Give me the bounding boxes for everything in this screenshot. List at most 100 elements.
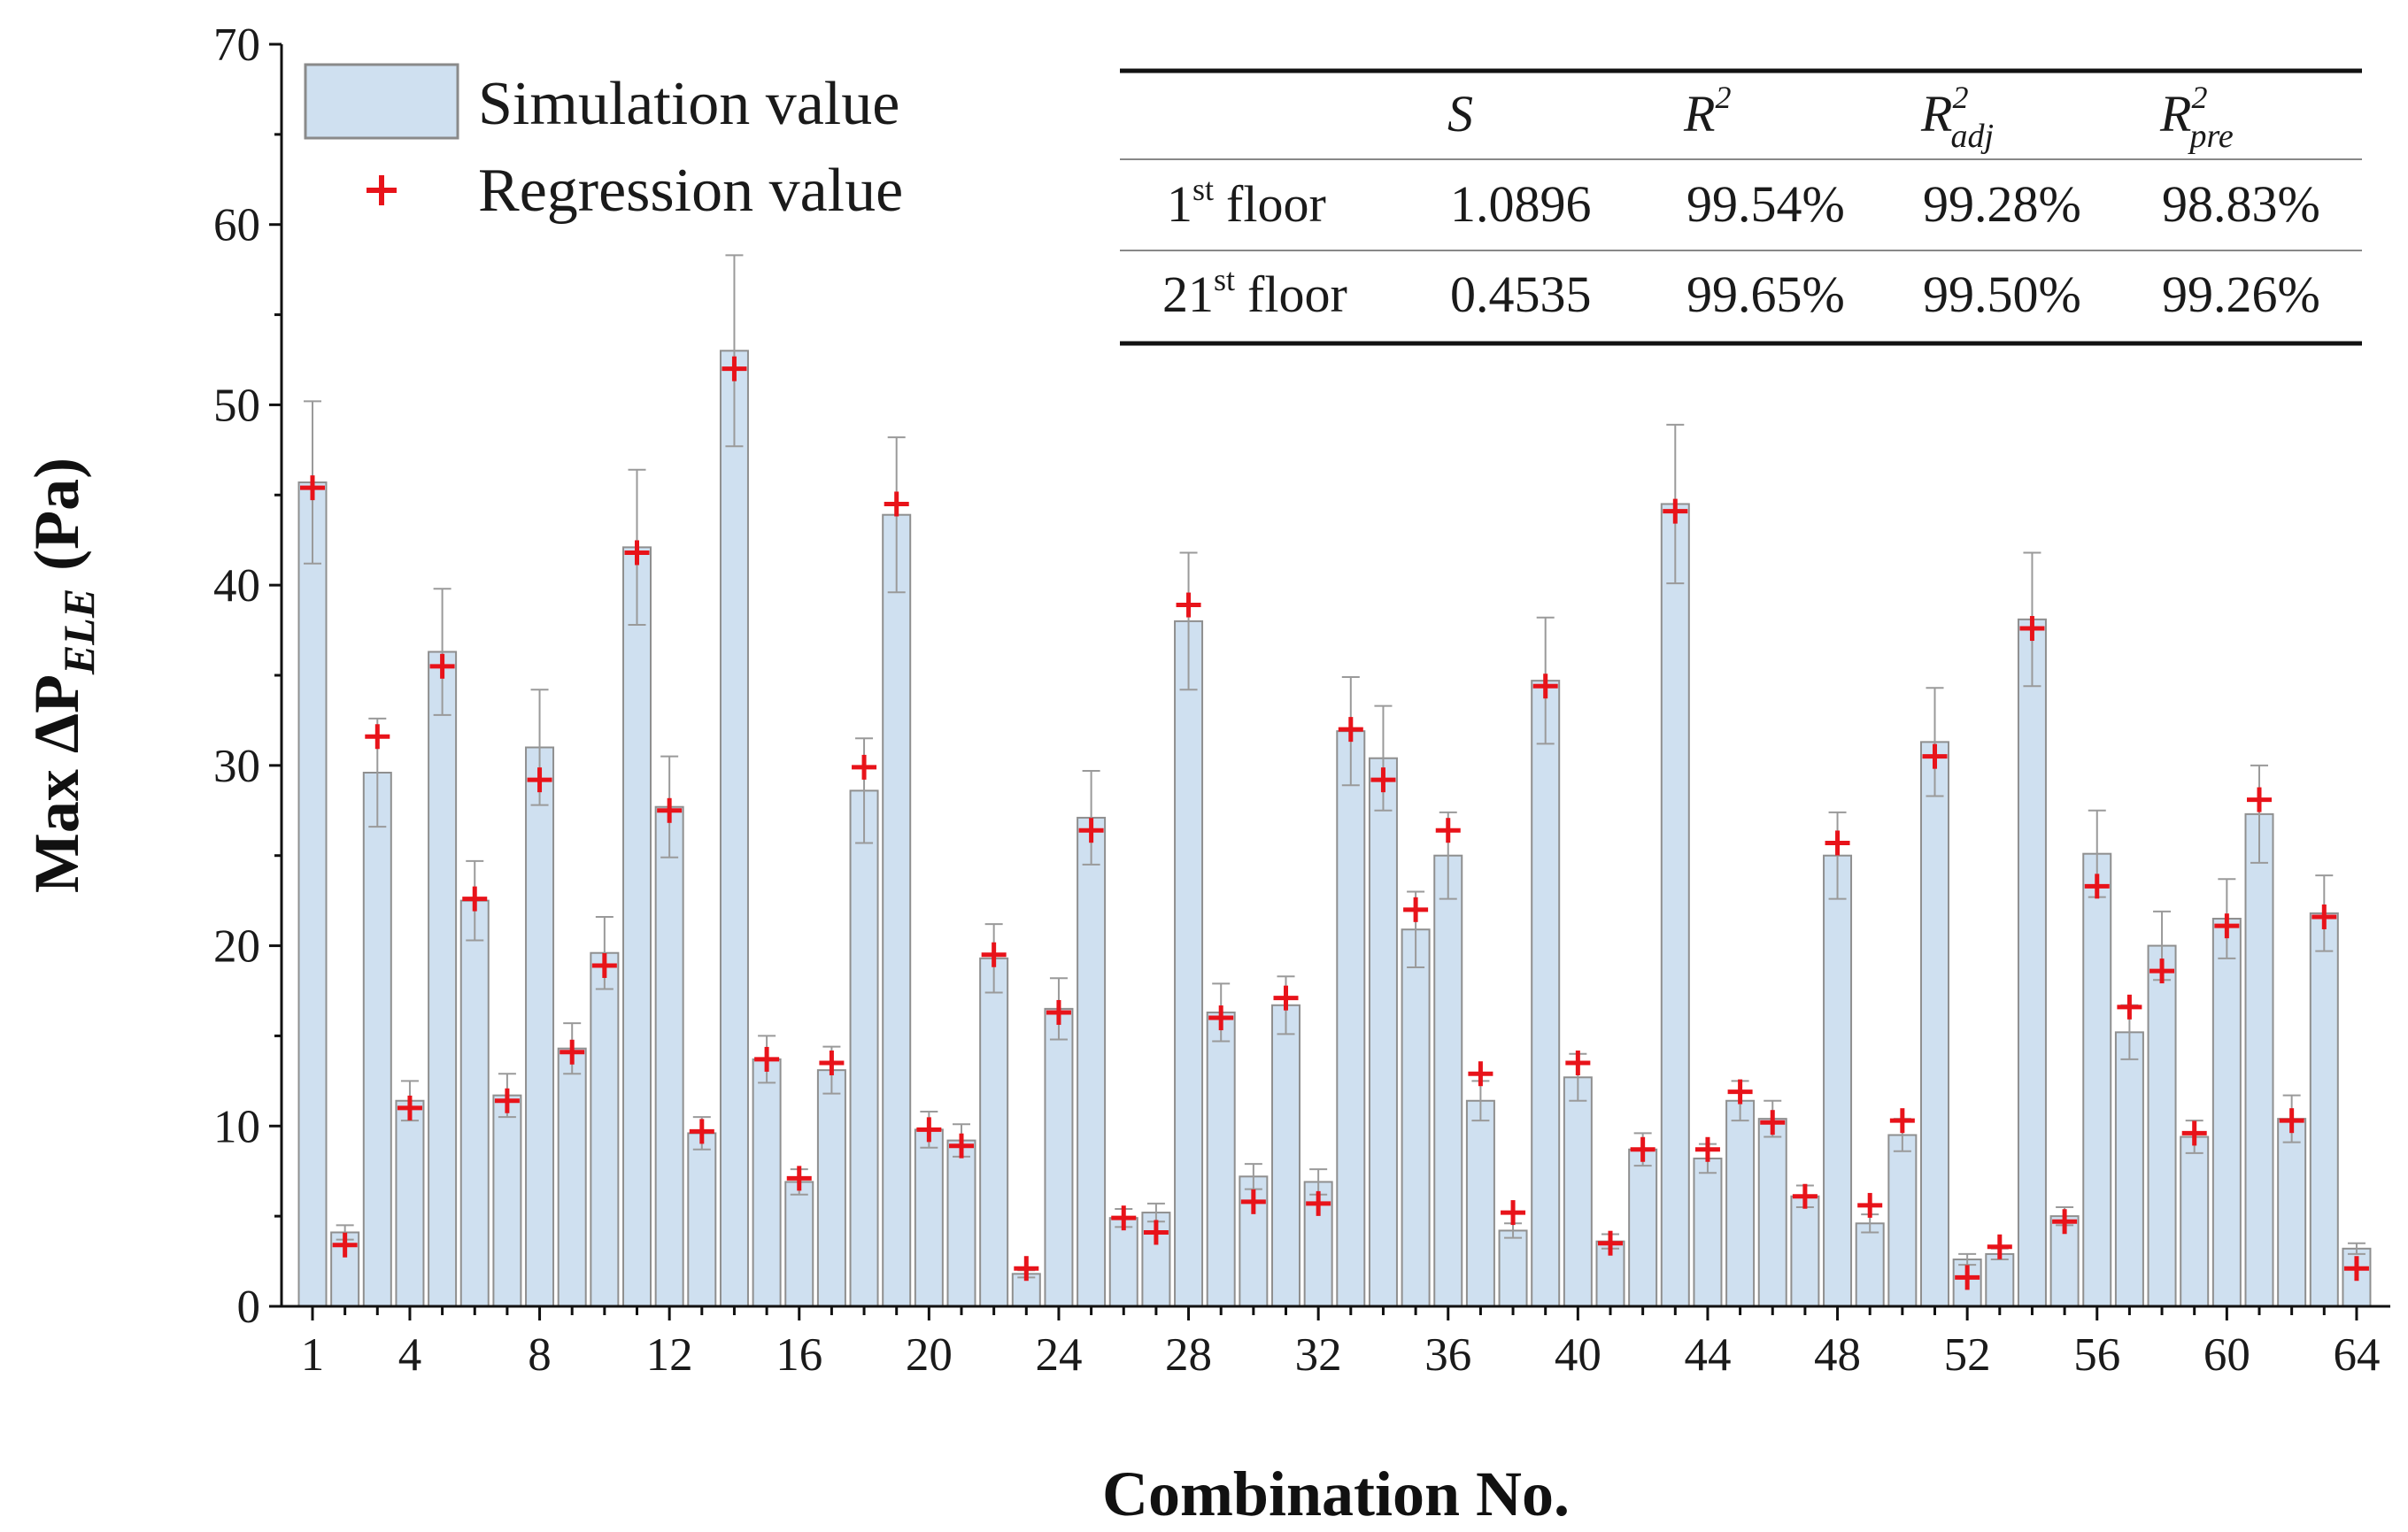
regression-marker-44 (1694, 1136, 1720, 1162)
error-bar-30 (1244, 1163, 1262, 1190)
regression-marker-25 (1078, 818, 1104, 843)
x-tick-label-36: 36 (1424, 1329, 1471, 1381)
bar-15 (752, 1058, 782, 1307)
bar-58 (2147, 944, 2177, 1307)
x-tick-label-60: 60 (2203, 1329, 2250, 1381)
bar-44 (1693, 1157, 1723, 1308)
table-row-2-label: 21st floor (1162, 262, 1347, 323)
error-bar-5 (433, 588, 452, 716)
regression-marker-13 (689, 1119, 714, 1144)
regression-marker-56 (2084, 874, 2110, 899)
regression-marker-14 (722, 356, 747, 381)
regression-marker-5 (429, 653, 455, 679)
regression-marker-26 (1111, 1205, 1137, 1231)
bar-17 (816, 1069, 846, 1307)
x-tick-label-40: 40 (1555, 1329, 1601, 1381)
y-axis-title: Max ΔPELE (Pa) (21, 458, 104, 893)
regression-marker-43 (1663, 498, 1688, 524)
bar-25 (1077, 816, 1107, 1307)
x-tick-label-48: 48 (1814, 1329, 1861, 1381)
stats-table: S R2 R2 adj R2 pre 1st floor 1.0896 99.54% … (1120, 68, 2362, 346)
bar-51 (1920, 741, 1949, 1307)
regression-marker-50 (1889, 1108, 1915, 1134)
x-tick-label-8: 8 (528, 1329, 552, 1381)
table-header-r2-adj: R2 adj (1920, 80, 1994, 155)
bar-57 (2114, 1031, 2144, 1307)
y-tick-label-10: 10 (213, 1101, 260, 1152)
y-axis-title-subscript: ELE (54, 589, 104, 675)
regression-marker-46 (1760, 1110, 1786, 1136)
regression-marker-9 (560, 1039, 585, 1065)
regression-marker-37 (1468, 1061, 1493, 1087)
bar-53 (1985, 1252, 2015, 1307)
regression-marker-11 (624, 540, 650, 566)
bar-18 (849, 789, 879, 1307)
table-row-2-r2: 99.65% (1686, 266, 1845, 323)
regression-marker-62 (2279, 1108, 2304, 1134)
bar-1 (297, 481, 328, 1307)
bar-54 (2017, 618, 2047, 1307)
y-tick-label-70: 70 (213, 19, 260, 71)
bars-layer (297, 350, 2372, 1308)
bar-5 (428, 651, 458, 1307)
bar-40 (1563, 1076, 1593, 1307)
regression-marker-4 (397, 1095, 422, 1120)
regression-marker-51 (1922, 743, 1948, 769)
bar-47 (1790, 1195, 1820, 1307)
y-tick-label-60: 60 (213, 200, 260, 251)
bar-35 (1401, 928, 1431, 1308)
regression-marker-59 (2181, 1120, 2207, 1146)
y-tick-label-50: 50 (213, 380, 260, 431)
table-row-1-label: 1st floor (1167, 172, 1326, 233)
bar-33 (1336, 730, 1366, 1307)
regression-marker-18 (852, 754, 877, 780)
regression-marker-10 (591, 952, 617, 978)
bar-13 (687, 1132, 717, 1308)
x-tick-label-4: 4 (398, 1329, 422, 1381)
regression-marker-55 (2052, 1209, 2078, 1235)
x-tick-label-20: 20 (906, 1329, 953, 1381)
regression-marker-48 (1825, 830, 1850, 856)
regression-marker-61 (2247, 787, 2272, 812)
x-tick-label-24: 24 (1035, 1329, 1082, 1381)
regression-marker-38 (1501, 1200, 1526, 1226)
table-row-2-s: 0.4535 (1450, 266, 1592, 323)
error-bar-61 (2250, 764, 2268, 864)
bar-9 (557, 1047, 587, 1308)
legend-swatch-simulation (304, 63, 459, 140)
regression-marker-29 (1208, 1005, 1234, 1031)
bar-39 (1531, 680, 1561, 1307)
table-header-r2: R2 (1683, 80, 1731, 142)
bar-46 (1757, 1118, 1787, 1307)
bar-62 (2277, 1118, 2307, 1307)
bar-12 (654, 805, 684, 1307)
regression-marker-17 (819, 1050, 845, 1075)
regression-marker-12 (657, 797, 683, 823)
regression-marker-19 (884, 491, 909, 517)
error-bar-14 (725, 254, 744, 448)
bar-50 (1887, 1134, 1918, 1307)
bar-45 (1725, 1099, 1756, 1308)
table-row-2-r2-pre: 99.26% (2162, 266, 2320, 323)
bar-38 (1498, 1229, 1528, 1307)
bar-26 (1108, 1217, 1138, 1308)
regression-marker-28 (1176, 592, 1201, 618)
regression-marker-16 (786, 1166, 812, 1191)
error-bar-64 (2347, 1242, 2366, 1255)
regression-marker-40 (1565, 1050, 1591, 1075)
bar-61 (2244, 812, 2274, 1307)
regression-marker-64 (2343, 1256, 2369, 1282)
bar-63 (2309, 912, 2339, 1307)
x-axis-title: Combination No. (1102, 1459, 1570, 1529)
regression-marker-23 (1014, 1256, 1039, 1282)
table-row-1-r2-pre: 98.83% (2162, 175, 2320, 233)
table-row-1-r2-adj: 99.28% (1923, 175, 2081, 233)
regression-marker-31 (1273, 985, 1299, 1011)
regression-marker-63 (2312, 904, 2337, 929)
error-bar-28 (1179, 551, 1198, 691)
bar-22 (979, 957, 1009, 1307)
regression-marker-60 (2214, 913, 2240, 939)
y-axis-title-main: Max ΔP (21, 674, 92, 893)
y-tick-label-0: 0 (237, 1282, 261, 1333)
